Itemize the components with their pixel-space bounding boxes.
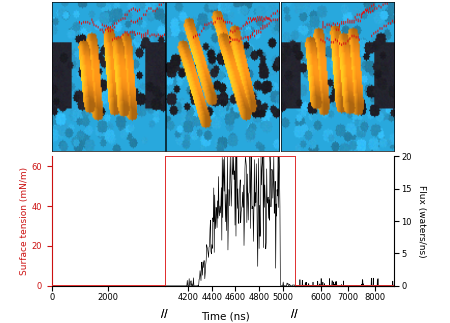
Text: //: // xyxy=(162,309,168,319)
Text: //: // xyxy=(291,309,298,319)
Y-axis label: Flux (waters/ns): Flux (waters/ns) xyxy=(417,185,426,257)
Text: Time (ns): Time (ns) xyxy=(201,311,249,321)
Text: //: // xyxy=(291,309,298,319)
Text: //: // xyxy=(162,309,168,319)
Y-axis label: Surface tension (mN/m): Surface tension (mN/m) xyxy=(20,167,29,275)
